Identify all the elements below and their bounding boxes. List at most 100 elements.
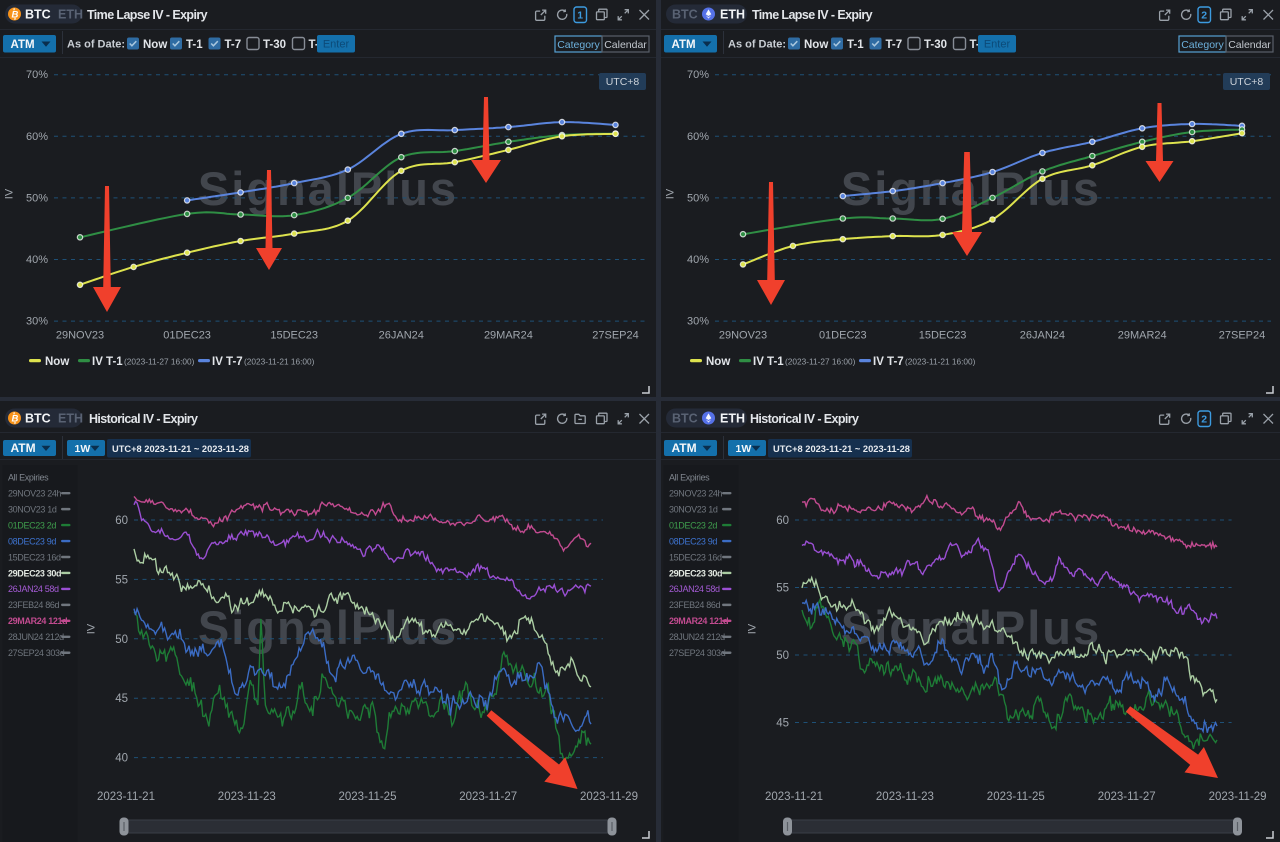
svg-text:IV T-7: IV T-7 [873, 356, 904, 368]
svg-text:1W: 1W [75, 443, 91, 455]
svg-text:As of Date:: As of Date: [67, 39, 125, 51]
svg-text:T-30: T-30 [263, 39, 286, 51]
svg-text:60%: 60% [26, 131, 48, 143]
svg-text:08DEC23 9d: 08DEC23 9d [8, 536, 56, 546]
svg-text:29NOV23: 29NOV23 [56, 330, 104, 342]
svg-text:01DEC23 2d: 01DEC23 2d [8, 520, 56, 530]
svg-text:T-1: T-1 [186, 39, 203, 51]
svg-text:UTC+8 2023-11-21 ~ 2023-11-28: UTC+8 2023-11-21 ~ 2023-11-28 [773, 444, 910, 454]
svg-text:IV: IV [747, 623, 759, 634]
svg-text:30NOV23 1d: 30NOV23 1d [8, 504, 57, 514]
svg-text:26JAN24: 26JAN24 [1020, 330, 1065, 342]
svg-text:2023-11-27: 2023-11-27 [459, 791, 517, 803]
svg-text:01DEC23: 01DEC23 [819, 330, 867, 342]
svg-text:T-1: T-1 [847, 39, 864, 51]
svg-text:29DEC23 30d: 29DEC23 30d [8, 568, 61, 578]
svg-text:08DEC23 9d: 08DEC23 9d [669, 536, 717, 546]
svg-text:29NOV23 24h: 29NOV23 24h [8, 488, 62, 498]
svg-text:60: 60 [115, 515, 128, 527]
svg-text:28JUN24 212d: 28JUN24 212d [8, 632, 64, 642]
svg-text:(2023-11-27 16:00): (2023-11-27 16:00) [785, 357, 856, 367]
svg-text:01DEC23 2d: 01DEC23 2d [669, 520, 717, 530]
svg-text:Time Lapse IV - Expiry: Time Lapse IV - Expiry [752, 8, 873, 22]
svg-text:UTC+8: UTC+8 [606, 76, 640, 88]
svg-text:T-7: T-7 [225, 39, 242, 51]
svg-text:UTC+8 2023-11-21 ~ 2023-11-28: UTC+8 2023-11-21 ~ 2023-11-28 [112, 444, 249, 454]
svg-text:SignalPlus: SignalPlus [198, 601, 458, 654]
svg-text:29DEC23 30d: 29DEC23 30d [669, 568, 722, 578]
svg-text:30%: 30% [26, 316, 48, 328]
svg-text:IV: IV [4, 188, 16, 199]
svg-text:T-: T- [309, 39, 319, 51]
svg-text:Now: Now [804, 39, 828, 51]
svg-text:Calendar: Calendar [1228, 39, 1271, 51]
svg-text:29MAR24: 29MAR24 [1118, 330, 1167, 342]
svg-text:Category: Category [557, 39, 600, 51]
svg-text:15DEC23: 15DEC23 [270, 330, 318, 342]
svg-text:15DEC23 16d: 15DEC23 16d [8, 552, 61, 562]
svg-text:60%: 60% [687, 131, 709, 143]
svg-text:UTC+8: UTC+8 [1230, 76, 1264, 88]
svg-text:T-7: T-7 [886, 39, 903, 51]
svg-text:29NOV23: 29NOV23 [719, 330, 767, 342]
svg-text:Historical IV - Expiry: Historical IV - Expiry [89, 412, 198, 426]
svg-text:2023-11-21: 2023-11-21 [97, 791, 155, 803]
svg-text:All Expiries: All Expiries [669, 473, 710, 483]
svg-text:IV: IV [665, 188, 677, 199]
svg-text:ETH: ETH [720, 8, 745, 22]
svg-text:T-30: T-30 [924, 39, 947, 51]
svg-text:2: 2 [1201, 414, 1207, 426]
svg-text:29MAR24: 29MAR24 [484, 330, 533, 342]
svg-text:45: 45 [776, 718, 789, 730]
svg-text:IV T-7: IV T-7 [212, 356, 243, 368]
svg-text:Category: Category [1181, 39, 1224, 51]
svg-text:(2023-11-27 16:00): (2023-11-27 16:00) [124, 357, 195, 367]
svg-text:Time Lapse IV - Expiry: Time Lapse IV - Expiry [87, 8, 208, 22]
svg-text:27SEP24: 27SEP24 [592, 330, 638, 342]
svg-text:Calendar: Calendar [604, 39, 647, 51]
svg-text:40%: 40% [687, 254, 709, 266]
svg-text:28JUN24 212d: 28JUN24 212d [669, 632, 725, 642]
svg-text:1: 1 [577, 10, 583, 22]
svg-text:2023-11-29: 2023-11-29 [1209, 791, 1267, 803]
svg-text:30%: 30% [687, 316, 709, 328]
svg-text:B: B [11, 9, 18, 20]
svg-text:23FEB24 86d: 23FEB24 86d [8, 600, 60, 610]
svg-text:IV T-1: IV T-1 [92, 356, 123, 368]
svg-text:1W: 1W [736, 443, 752, 455]
svg-text:As of Date:: As of Date: [728, 39, 786, 51]
svg-text:Now: Now [706, 356, 730, 368]
svg-text:Enter: Enter [984, 39, 1011, 51]
svg-text:40: 40 [115, 753, 128, 765]
svg-text:15DEC23 16d: 15DEC23 16d [669, 552, 722, 562]
svg-text:27SEP24: 27SEP24 [1219, 330, 1265, 342]
svg-text:50: 50 [776, 650, 789, 662]
svg-text:(2023-11-21 16:00): (2023-11-21 16:00) [244, 357, 315, 367]
svg-text:23FEB24 86d: 23FEB24 86d [669, 600, 721, 610]
svg-text:55: 55 [776, 583, 789, 595]
svg-text:BTC: BTC [25, 8, 51, 22]
svg-text:29MAR24 121d: 29MAR24 121d [669, 616, 728, 626]
svg-text:60: 60 [776, 515, 789, 527]
svg-text:(2023-11-21 16:00): (2023-11-21 16:00) [905, 357, 976, 367]
svg-text:T-: T- [970, 39, 980, 51]
svg-text:50: 50 [115, 634, 128, 646]
svg-text:27SEP24 303d: 27SEP24 303d [8, 648, 65, 658]
svg-text:2023-11-27: 2023-11-27 [1098, 791, 1156, 803]
svg-text:50%: 50% [687, 192, 709, 204]
svg-text:01DEC23: 01DEC23 [163, 330, 211, 342]
svg-text:2023-11-23: 2023-11-23 [218, 791, 276, 803]
svg-text:26JAN24 58d: 26JAN24 58d [8, 584, 59, 594]
svg-text:IV T-1: IV T-1 [753, 356, 784, 368]
svg-text:BTC: BTC [25, 412, 51, 426]
svg-text:2: 2 [1201, 10, 1207, 22]
svg-text:30NOV23 1d: 30NOV23 1d [669, 504, 718, 514]
svg-text:55: 55 [115, 574, 128, 586]
svg-text:ETH: ETH [58, 8, 83, 22]
svg-text:ATM: ATM [672, 441, 697, 455]
svg-text:27SEP24 303d: 27SEP24 303d [669, 648, 726, 658]
svg-text:2023-11-25: 2023-11-25 [987, 791, 1045, 803]
svg-text:50%: 50% [26, 192, 48, 204]
svg-text:BTC: BTC [672, 412, 698, 426]
svg-text:ATM: ATM [11, 39, 35, 51]
